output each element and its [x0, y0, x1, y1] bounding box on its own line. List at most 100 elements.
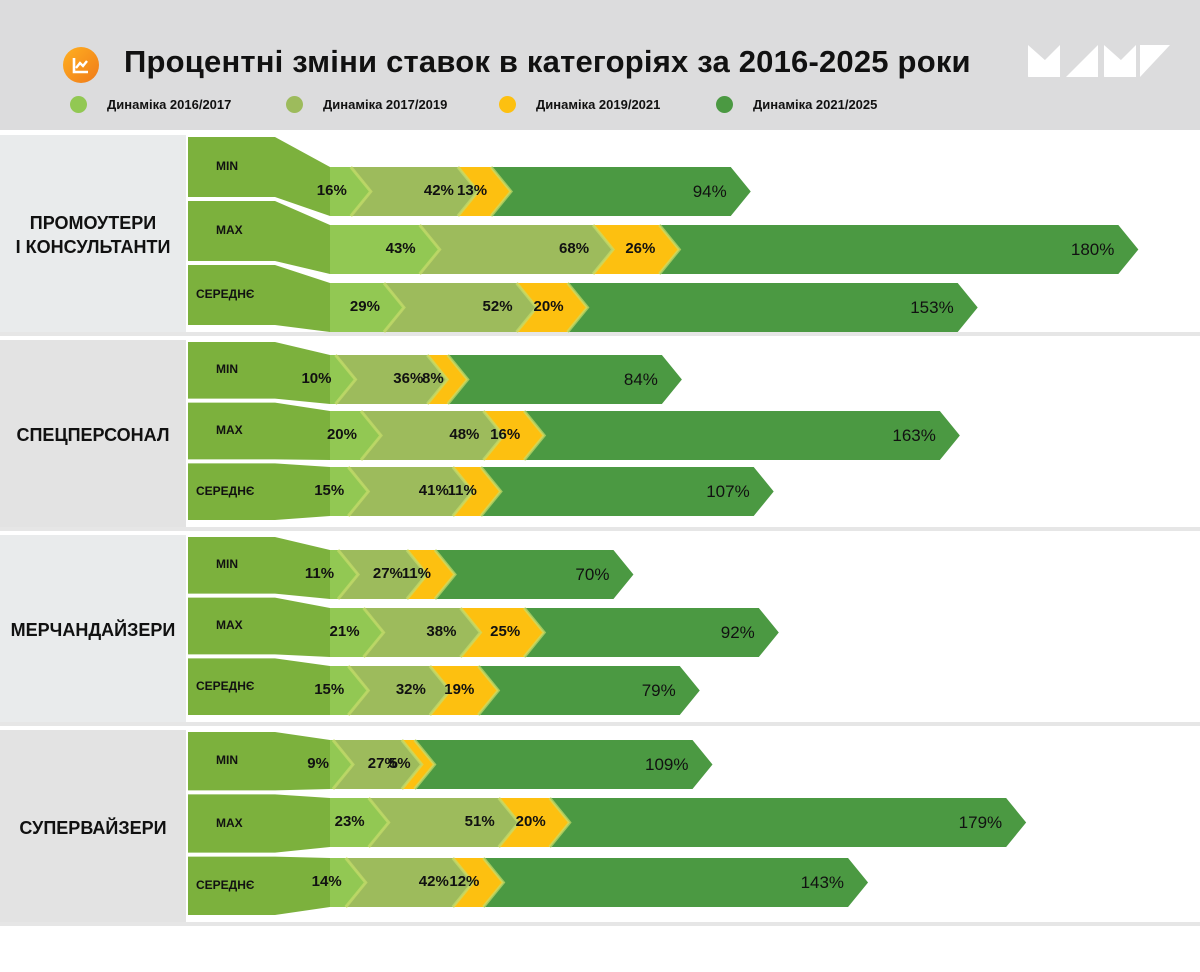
- bar-segment-2016-2017: [330, 355, 356, 404]
- value-label: 51%: [464, 812, 495, 830]
- bar-segment-2021-2025: [447, 355, 682, 404]
- bar-segment-2019-2021: [460, 608, 545, 657]
- row-label-середнє: СЕРЕДНЄ: [196, 877, 255, 892]
- bar-segment-2019-2021: [498, 798, 570, 847]
- value-label: 79%: [641, 680, 676, 700]
- bar-segment-2021-2025: [549, 798, 1027, 847]
- bar-segment-2017-2019: [368, 798, 519, 847]
- segment-chevron-edge: [479, 466, 503, 517]
- segment-chevron-edge: [482, 857, 506, 908]
- segment-chevron-edge: [658, 224, 682, 275]
- bar-segment-2019-2021: [457, 167, 512, 216]
- value-label: 11%: [447, 481, 477, 499]
- bar-segment-2017-2019: [332, 740, 422, 789]
- legend-item: Динаміка 2021/2025: [716, 96, 877, 113]
- segment-chevron-edge: [459, 607, 483, 658]
- category-panel: [0, 340, 186, 530]
- segment-chevron-edge: [433, 549, 457, 600]
- value-label: 52%: [482, 297, 513, 315]
- value-label: 21%: [329, 622, 360, 640]
- legend-dot-2021-2025: [716, 96, 733, 113]
- row-label-block: [188, 342, 330, 404]
- bar-segment-2021-2025: [483, 858, 869, 907]
- category-panel: [0, 135, 186, 335]
- bar-segment-2017-2019: [419, 225, 614, 274]
- row-label-max: MAX: [216, 618, 243, 632]
- brand-logo: [1028, 45, 1170, 77]
- bar-segment-2016-2017: [330, 467, 369, 516]
- segment-chevron-edge: [451, 466, 475, 517]
- bar-segment-2021-2025: [567, 283, 978, 332]
- value-label: 10%: [301, 369, 332, 387]
- row-label-block: [188, 537, 330, 599]
- value-label: 143%: [800, 872, 845, 892]
- value-label: 179%: [958, 812, 1003, 832]
- row-label-block: [188, 732, 330, 791]
- bar-segment-2017-2019: [361, 411, 504, 460]
- segment-chevron-edge: [331, 739, 355, 790]
- bar-segment-2019-2021: [593, 225, 680, 274]
- row-label-min: MIN: [216, 753, 238, 768]
- segment-chevron-edge: [382, 282, 406, 333]
- segment-chevron-edge: [349, 166, 373, 217]
- row-label-середнє: СЕРЕДНЄ: [196, 678, 255, 693]
- bar-segment-2021-2025: [659, 225, 1139, 274]
- bar-segment-2016-2017: [330, 283, 404, 332]
- bar-segment-2016-2017: [330, 608, 384, 657]
- value-label: 11%: [304, 564, 335, 582]
- legend-item: Динаміка 2017/2019: [286, 96, 447, 113]
- legend-label: Динаміка 2016/2017: [107, 97, 232, 112]
- value-label: 11%: [401, 564, 431, 582]
- value-label: 27%: [372, 564, 403, 582]
- row-label-block: [188, 658, 330, 715]
- legend-item: Динаміка 2016/2017: [70, 96, 231, 113]
- group-divider: [0, 722, 1200, 726]
- segment-chevron-edge: [428, 665, 452, 716]
- value-label: 92%: [720, 622, 755, 642]
- value-label: 42%: [418, 872, 449, 890]
- category-panel: [0, 730, 186, 925]
- value-label: 12%: [449, 872, 480, 890]
- value-label: 16%: [316, 181, 347, 199]
- value-label: 5%: [388, 754, 411, 772]
- value-label: 180%: [1070, 239, 1115, 259]
- segment-chevron-edge: [548, 797, 572, 848]
- row-label-block: [188, 137, 330, 216]
- value-label: 163%: [892, 425, 936, 445]
- bar-segment-2021-2025: [524, 411, 960, 460]
- value-label: 15%: [314, 680, 345, 698]
- value-label: 43%: [385, 239, 416, 257]
- row-label-block: [188, 201, 330, 274]
- legend: Динаміка 2016/2017 Динаміка 2017/2019 Ди…: [0, 96, 1200, 120]
- value-label: 14%: [311, 872, 342, 890]
- row-label-block: [188, 402, 330, 460]
- segment-chevron-edge: [446, 354, 470, 405]
- legend-dot-2016-2017: [70, 96, 87, 113]
- row-label-max: MAX: [216, 815, 243, 830]
- value-label: 13%: [457, 181, 488, 199]
- segment-chevron-edge: [426, 354, 450, 405]
- bar-segment-2021-2025: [434, 550, 634, 599]
- legend-label: Динаміка 2021/2025: [753, 97, 878, 112]
- bar-segment-2021-2025: [414, 740, 713, 789]
- value-label: 27%: [367, 754, 398, 772]
- value-label: 70%: [575, 564, 610, 584]
- segment-chevron-edge: [456, 166, 480, 217]
- bar-segment-2017-2019: [345, 858, 473, 907]
- value-label: 68%: [559, 239, 590, 257]
- bar-segment-2016-2017: [330, 666, 369, 715]
- value-label: 32%: [395, 680, 426, 698]
- value-label: 20%: [533, 297, 564, 315]
- value-label: 9%: [307, 754, 329, 772]
- value-label: 107%: [706, 481, 750, 501]
- segment-chevron-edge: [405, 549, 429, 600]
- category-label: МЕРЧАНДАЙЗЕРИ: [10, 620, 176, 640]
- group-divider: [0, 527, 1200, 531]
- segment-chevron-edge: [418, 224, 442, 275]
- value-label: 36%: [393, 369, 424, 387]
- bar-segment-2016-2017: [330, 858, 366, 907]
- segment-chevron-edge: [477, 665, 501, 716]
- bar-segment-2021-2025: [491, 167, 751, 216]
- category-panel: [0, 535, 186, 725]
- value-label: 19%: [444, 680, 475, 698]
